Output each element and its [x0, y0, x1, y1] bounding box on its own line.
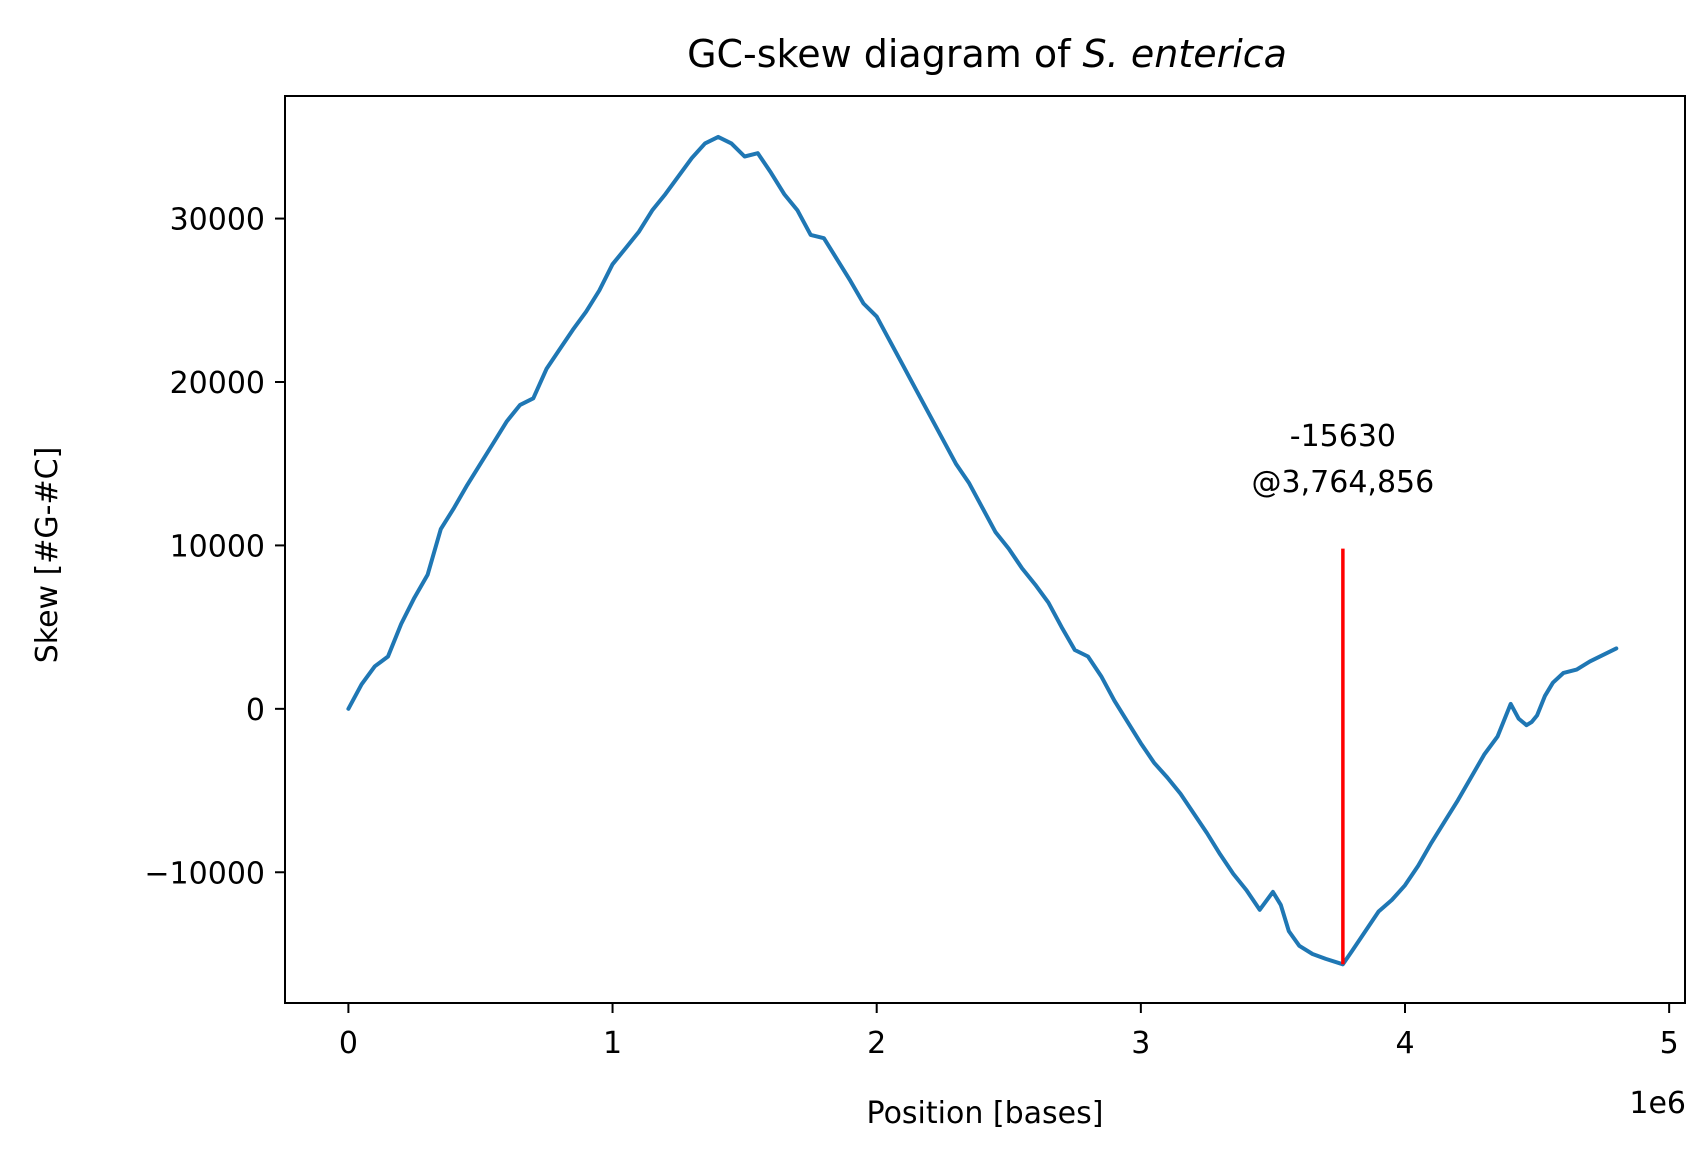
y-axis-label: Skew [#G-#C]	[30, 447, 65, 664]
plot-content	[346, 134, 1619, 967]
y-tick-label: 30000	[170, 203, 265, 238]
chart-title-species: S. enterica	[1083, 32, 1287, 76]
x-tick-label: 0	[339, 1026, 358, 1061]
y-tick-label: 20000	[170, 366, 265, 401]
chart-title: GC-skew diagram of S. enterica	[687, 32, 1287, 76]
annotation-value-label: -15630	[1290, 419, 1396, 454]
chart-title-main: GC-skew diagram of	[687, 32, 1082, 76]
plot-frame	[284, 95, 1686, 1004]
x-axis-offset-label: 1e6	[1629, 1086, 1686, 1121]
x-tick-label: 4	[1395, 1026, 1414, 1061]
annotation-position-label: @3,764,856	[1252, 465, 1435, 500]
x-tick-label: 1	[603, 1026, 622, 1061]
y-tick-label: 10000	[170, 529, 265, 564]
x-tick-label: 5	[1660, 1026, 1679, 1061]
y-tick-label: −10000	[144, 856, 265, 891]
x-tick-label: 2	[867, 1026, 886, 1061]
x-axis-label: Position [bases]	[867, 1096, 1104, 1131]
y-tick-label: 0	[246, 693, 265, 728]
x-tick-label: 3	[1131, 1026, 1150, 1061]
skew-series-line	[346, 134, 1619, 967]
x-axis-ticks: 0 1 2 3 4 5	[339, 1003, 1679, 1061]
y-axis-ticks: −10000 0 10000 20000 30000	[144, 203, 285, 891]
